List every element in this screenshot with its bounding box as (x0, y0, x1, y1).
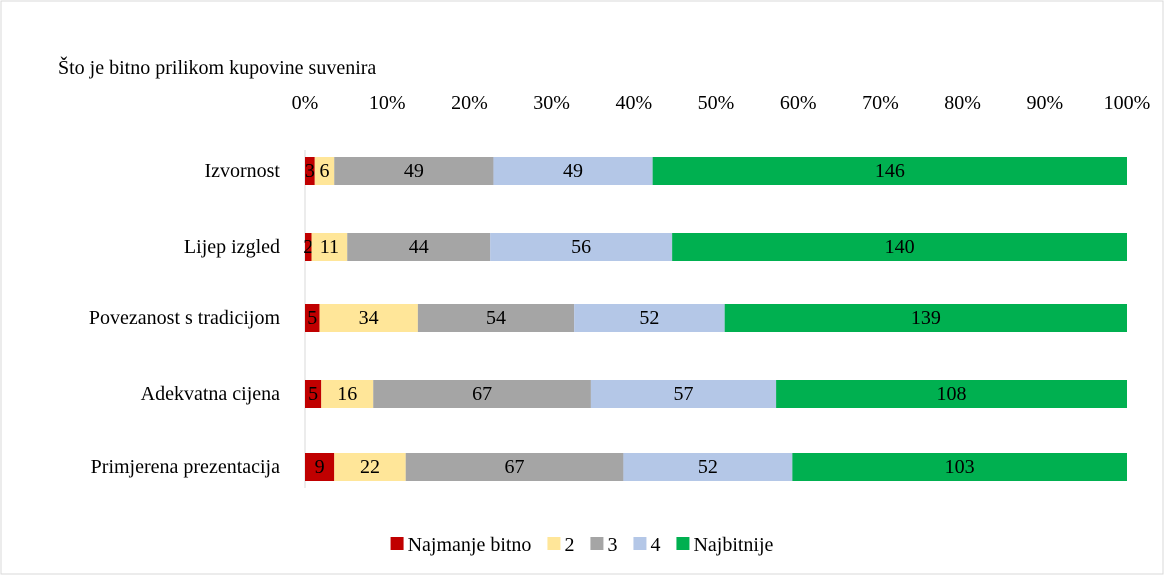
bar-segment (334, 157, 494, 185)
data-label: 22 (360, 456, 380, 478)
legend-swatch (633, 537, 647, 550)
bar-segment (321, 380, 374, 408)
data-label: 3 (305, 160, 315, 182)
bar-segment (574, 304, 725, 332)
bar-segment (305, 233, 312, 261)
legend-swatch (547, 537, 561, 550)
x-tick-label: 50% (698, 92, 735, 114)
bar-segment (724, 304, 1127, 332)
x-tick-label: 70% (862, 92, 899, 114)
data-label: 139 (911, 307, 941, 329)
y-tick-label: Izvornost (204, 160, 280, 182)
legend-label: 2 (564, 534, 574, 556)
legend-label: Najmanje bitno (408, 534, 532, 556)
data-label: 5 (307, 307, 317, 329)
bar-segment (373, 380, 591, 408)
data-label: 67 (505, 456, 525, 478)
bar-segment (305, 157, 315, 185)
bar-segment (493, 157, 653, 185)
bar-segment (334, 453, 406, 481)
data-label: 49 (563, 160, 583, 182)
bar-segment (319, 304, 418, 332)
x-tick-label: 90% (1026, 92, 1063, 114)
bar-segment (776, 380, 1127, 408)
chart-title: Što je bitno prilikom kupovine suvenira (58, 55, 376, 79)
data-label: 52 (639, 307, 659, 329)
data-label: 54 (486, 307, 506, 329)
bar-segment (311, 233, 348, 261)
data-label: 52 (698, 456, 718, 478)
legend-swatch (390, 537, 404, 550)
data-label: 49 (404, 160, 424, 182)
data-label: 11 (320, 236, 339, 258)
data-label: 103 (945, 456, 975, 478)
data-label: 9 (315, 456, 325, 478)
y-tick-label: Adekvatna cijena (141, 383, 280, 405)
bar-segment (305, 304, 320, 332)
data-label: 34 (359, 307, 379, 329)
bar-segment (490, 233, 673, 261)
bar-segment (623, 453, 793, 481)
x-tick-label: 30% (533, 92, 570, 114)
x-tick-label: 100% (1104, 92, 1151, 114)
bar-segment (305, 453, 335, 481)
x-tick-label: 60% (780, 92, 817, 114)
bar-segment (590, 380, 777, 408)
data-label: 16 (337, 383, 357, 405)
data-label: 108 (937, 383, 967, 405)
data-label: 2 (303, 236, 313, 258)
x-tick-label: 0% (292, 92, 319, 114)
data-label: 5 (308, 383, 318, 405)
y-tick-label: Povezanost s tradicijom (89, 307, 281, 329)
bar-segment (405, 453, 624, 481)
bar-segment (347, 233, 491, 261)
data-label: 44 (409, 236, 429, 258)
data-label: 57 (674, 383, 694, 405)
legend-swatch (676, 537, 690, 550)
data-label: 140 (885, 236, 915, 258)
bar-segment (652, 157, 1127, 185)
x-tick-label: 40% (615, 92, 652, 114)
legend-label: 4 (650, 534, 660, 556)
y-tick-label: Primjerena prezentacija (91, 456, 280, 478)
x-tick-label: 20% (451, 92, 488, 114)
data-label: 146 (875, 160, 905, 182)
bar-segment (305, 380, 322, 408)
legend-label: Najbitnije (693, 534, 773, 556)
data-label: 6 (319, 160, 329, 182)
bar-segment (792, 453, 1127, 481)
x-tick-label: 80% (944, 92, 981, 114)
bar-segment (417, 304, 575, 332)
data-label: 67 (472, 383, 492, 405)
bar-segment (314, 157, 335, 185)
bar-segment (672, 233, 1127, 261)
y-tick-label: Lijep izgled (184, 236, 280, 258)
legend-label: 3 (607, 534, 617, 556)
legend-swatch (590, 537, 604, 550)
x-tick-label: 10% (369, 92, 406, 114)
data-label: 56 (571, 236, 591, 258)
